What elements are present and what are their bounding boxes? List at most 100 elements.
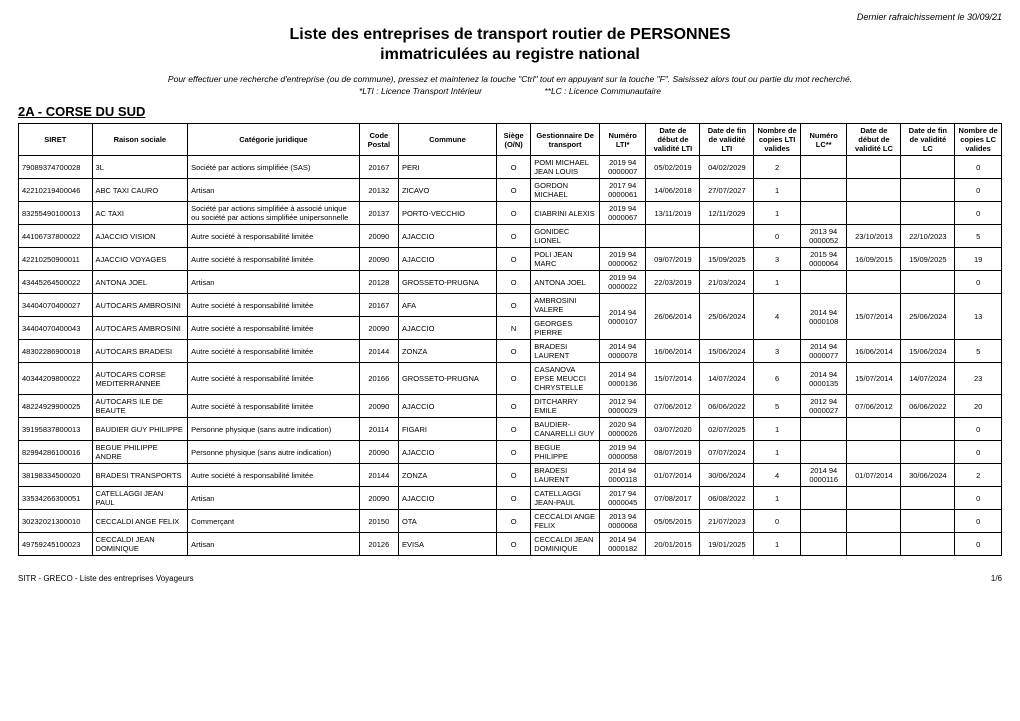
table-cell: 2017 94 0000045 [599, 487, 646, 510]
table-cell: 83255490100013 [19, 202, 93, 225]
table-cell: O [496, 464, 530, 487]
table-cell: 20126 [359, 533, 398, 556]
table-cell: Artisan [188, 533, 360, 556]
table-row: 33534266300051CATELLAGGI JEAN PAULArtisa… [19, 487, 1002, 510]
table-cell: 20150 [359, 510, 398, 533]
table-cell: BAUDIER GUY PHILIPPE [92, 418, 188, 441]
table-cell: 04/02/2029 [700, 156, 754, 179]
table-cell: 48224929900025 [19, 395, 93, 418]
table-row: 48224929900025AUTOCARS ILE DE BEAUTEAutr… [19, 395, 1002, 418]
table-cell: 30232021300010 [19, 510, 93, 533]
page-footer: SITR - GRECO - Liste des entreprises Voy… [18, 574, 1002, 583]
table-body: 790893747000283LSociété par actions simp… [19, 156, 1002, 556]
table-row: 790893747000283LSociété par actions simp… [19, 156, 1002, 179]
table-cell: 3 [754, 248, 801, 271]
table-row: 34404070400027AUTOCARS AMBROSINIAutre so… [19, 294, 1002, 317]
section-title: 2A - CORSE DU SUD [18, 104, 1002, 119]
table-cell: BEGUE PHILIPPE ANDRE [92, 441, 188, 464]
table-cell: 0 [955, 202, 1002, 225]
table-cell: 38198334500020 [19, 464, 93, 487]
table-cell [800, 202, 847, 225]
table-cell: AMBROSINI VALERE [531, 294, 600, 317]
table-cell: 12/11/2029 [700, 202, 754, 225]
table-cell: 5 [955, 225, 1002, 248]
table-cell: AJACCIO VOYAGES [92, 248, 188, 271]
table-cell: 21/07/2023 [700, 510, 754, 533]
table-cell: 0 [754, 225, 801, 248]
column-header: Date de début de validité LC [847, 124, 901, 156]
table-cell [599, 225, 646, 248]
table-cell: ZONZA [398, 464, 496, 487]
table-cell: 13/11/2019 [646, 202, 700, 225]
table-cell: CECCALDI JEAN DOMINIQUE [92, 533, 188, 556]
table-cell: 2019 94 0000062 [599, 248, 646, 271]
table-cell: O [496, 225, 530, 248]
table-cell: 20144 [359, 464, 398, 487]
table-cell: AUTOCARS BRADESI [92, 340, 188, 363]
table-cell: O [496, 156, 530, 179]
table-cell: 07/06/2012 [847, 395, 901, 418]
table-cell: GEORGES PIERRE [531, 317, 600, 340]
table-cell: 0 [754, 510, 801, 533]
table-cell: ZICAVO [398, 179, 496, 202]
table-cell: O [496, 179, 530, 202]
table-cell: 0 [955, 179, 1002, 202]
table-cell [847, 487, 901, 510]
table-cell: 0 [955, 510, 1002, 533]
table-cell: Autre société à responsabilité limitée [188, 340, 360, 363]
table-cell: 2014 94 0000107 [599, 294, 646, 340]
table-cell: 0 [955, 271, 1002, 294]
table-cell: 42210250900011 [19, 248, 93, 271]
table-cell [901, 510, 955, 533]
table-cell: FIGARI [398, 418, 496, 441]
table-cell: O [496, 510, 530, 533]
table-cell [847, 179, 901, 202]
table-row: 42210250900011AJACCIO VOYAGESAutre socié… [19, 248, 1002, 271]
table-cell: 15/09/2025 [901, 248, 955, 271]
table-cell: 3L [92, 156, 188, 179]
table-cell: 2014 94 0000118 [599, 464, 646, 487]
table-cell: O [496, 340, 530, 363]
table-cell: 82994286100016 [19, 441, 93, 464]
table-cell: DITCHARRY EMILE [531, 395, 600, 418]
enterprises-table: SIRETRaison socialeCatégorie juridiqueCo… [18, 123, 1002, 556]
table-cell: 1 [754, 202, 801, 225]
table-cell: 25/06/2024 [901, 294, 955, 340]
table-cell: O [496, 418, 530, 441]
table-cell: 19 [955, 248, 1002, 271]
table-cell: O [496, 363, 530, 395]
table-cell: Artisan [188, 179, 360, 202]
table-cell: BRADESI TRANSPORTS [92, 464, 188, 487]
table-cell: 1 [754, 533, 801, 556]
table-cell: CATELLAGGI JEAN-PAUL [531, 487, 600, 510]
column-header: Date de fin de validité LC [901, 124, 955, 156]
column-header: Siège (O/N) [496, 124, 530, 156]
legend-lc: **LC : Licence Communautaire [544, 86, 661, 96]
table-cell: 44106737800022 [19, 225, 93, 248]
table-cell: 06/06/2022 [700, 395, 754, 418]
table-cell [901, 202, 955, 225]
table-cell: 21/03/2024 [700, 271, 754, 294]
table-cell [800, 271, 847, 294]
table-cell: 2017 94 0000061 [599, 179, 646, 202]
table-row: 40344209800022AUTOCARS CORSE MEDITERRANN… [19, 363, 1002, 395]
table-cell: AJACCIO [398, 441, 496, 464]
table-cell: 06/06/2022 [901, 395, 955, 418]
column-header: Nombre de copies LTI valides [754, 124, 801, 156]
table-cell: 2013 94 0000068 [599, 510, 646, 533]
table-cell: 20090 [359, 317, 398, 340]
table-cell: 27/07/2027 [700, 179, 754, 202]
column-header: Commune [398, 124, 496, 156]
table-cell: 20167 [359, 294, 398, 317]
table-cell: 1 [754, 179, 801, 202]
table-cell: AJACCIO VISION [92, 225, 188, 248]
table-cell: 05/05/2015 [646, 510, 700, 533]
table-cell: 2 [955, 464, 1002, 487]
page-title-line2: immatriculées au registre national [18, 46, 1002, 64]
table-cell: 20137 [359, 202, 398, 225]
table-cell: AFA [398, 294, 496, 317]
table-cell: 42210219400046 [19, 179, 93, 202]
table-cell: 15/06/2024 [901, 340, 955, 363]
table-cell: 2014 94 0000135 [800, 363, 847, 395]
table-cell: 2014 94 0000108 [800, 294, 847, 340]
